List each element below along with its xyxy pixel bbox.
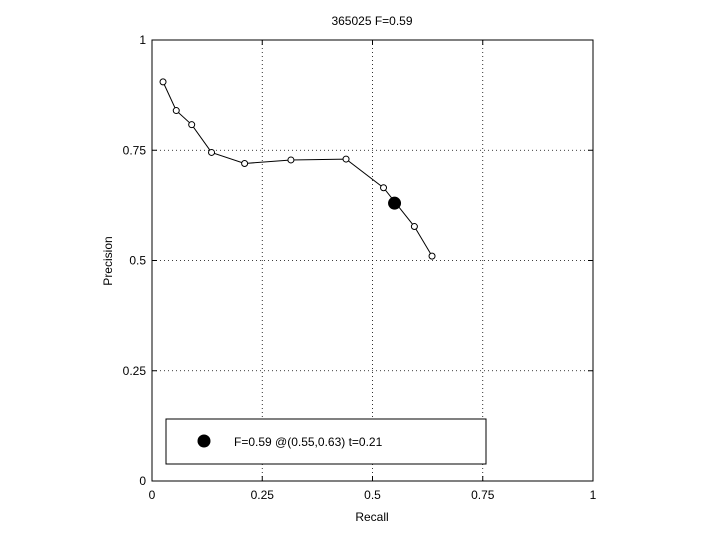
x-tick-label: 0	[149, 488, 156, 502]
chart-title: 365025 F=0.59	[331, 14, 412, 28]
x-tick-labels: 0 0.25 0.5 0.75 1	[149, 488, 597, 502]
x-tick-label: 0.25	[251, 488, 275, 502]
data-point	[241, 159, 249, 167]
grid-lines	[152, 40, 593, 481]
data-point	[342, 155, 350, 163]
data-point	[188, 121, 196, 129]
y-tick-label: 0	[139, 474, 146, 488]
y-tick-label: 0.75	[123, 143, 147, 157]
y-tick-label: 1	[139, 33, 146, 47]
data-point	[287, 156, 295, 164]
legend-box	[165, 418, 487, 465]
legend-marker	[197, 434, 211, 448]
y-tick-labels: 0 0.25 0.5 0.75 1	[123, 33, 147, 488]
data-point	[428, 252, 436, 260]
x-axis-label: Recall	[355, 510, 388, 524]
legend: F=0.59 @(0.55,0.63) t=0.21	[165, 418, 487, 465]
x-tick-label: 0.5	[364, 488, 381, 502]
y-tick-label: 0.5	[129, 254, 146, 268]
series-group	[159, 78, 436, 260]
data-point	[172, 107, 180, 115]
x-tick-label: 0.75	[471, 488, 495, 502]
y-tick-label: 0.25	[123, 364, 147, 378]
series-line	[162, 81, 433, 257]
y-axis-label: Precision	[101, 236, 115, 285]
best-point-group	[388, 196, 402, 210]
data-point	[380, 184, 388, 192]
data-point	[208, 148, 216, 156]
data-point	[159, 78, 167, 86]
axis-ticks	[151, 39, 594, 482]
best-point	[388, 196, 402, 210]
data-point	[410, 223, 418, 231]
legend-text: F=0.59 @(0.55,0.63) t=0.21	[234, 435, 383, 449]
x-tick-label: 1	[590, 488, 597, 502]
